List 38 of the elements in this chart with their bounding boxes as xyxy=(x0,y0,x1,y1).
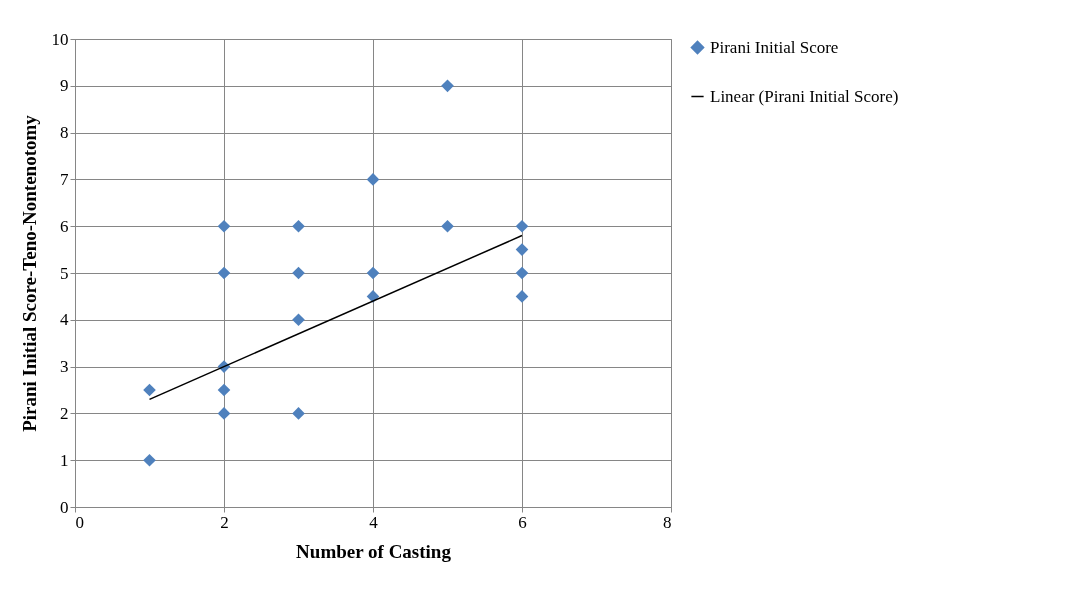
y-tick-label: 3 xyxy=(60,357,69,377)
y-tick-label: 0 xyxy=(60,497,69,517)
point xyxy=(217,383,231,397)
x-tick-label: 2 xyxy=(220,512,229,532)
y-tick-label: 7 xyxy=(60,169,69,189)
y-tick-label: 10 xyxy=(51,29,69,49)
x-tick-label: 0 xyxy=(75,512,84,532)
point xyxy=(366,266,380,280)
y-tick-label: 4 xyxy=(60,310,69,330)
point xyxy=(366,173,380,186)
point xyxy=(143,383,156,397)
y-tick-label: 1 xyxy=(60,450,69,470)
x-axis-title: Number of Casting xyxy=(296,540,452,562)
point xyxy=(217,219,231,233)
y-tick-label: 2 xyxy=(60,403,69,423)
y-tick-label: 5 xyxy=(60,263,69,283)
y-tick-label: 6 xyxy=(60,216,69,236)
x-tick-label: 8 xyxy=(663,512,672,532)
point xyxy=(441,219,454,233)
point xyxy=(292,313,305,327)
legend-label: Linear (Pirani Initial Score) xyxy=(710,86,899,106)
point xyxy=(292,219,305,233)
point xyxy=(143,453,156,467)
point xyxy=(515,243,529,256)
point xyxy=(292,407,305,420)
point xyxy=(217,266,231,280)
point xyxy=(292,266,305,280)
x-tick-label: 4 xyxy=(369,512,379,532)
x-tick-label: 6 xyxy=(518,512,527,532)
y-tick-label: 9 xyxy=(60,76,69,96)
legend-label: Pirani Initial Score xyxy=(710,37,839,57)
point xyxy=(515,219,529,233)
y-tick-label: 8 xyxy=(60,123,69,143)
point xyxy=(515,266,529,280)
point xyxy=(441,79,454,93)
point xyxy=(217,407,231,420)
point xyxy=(515,290,529,303)
y-axis-title: Pirani Initial Score-Teno-Nontenotomy xyxy=(18,114,40,432)
